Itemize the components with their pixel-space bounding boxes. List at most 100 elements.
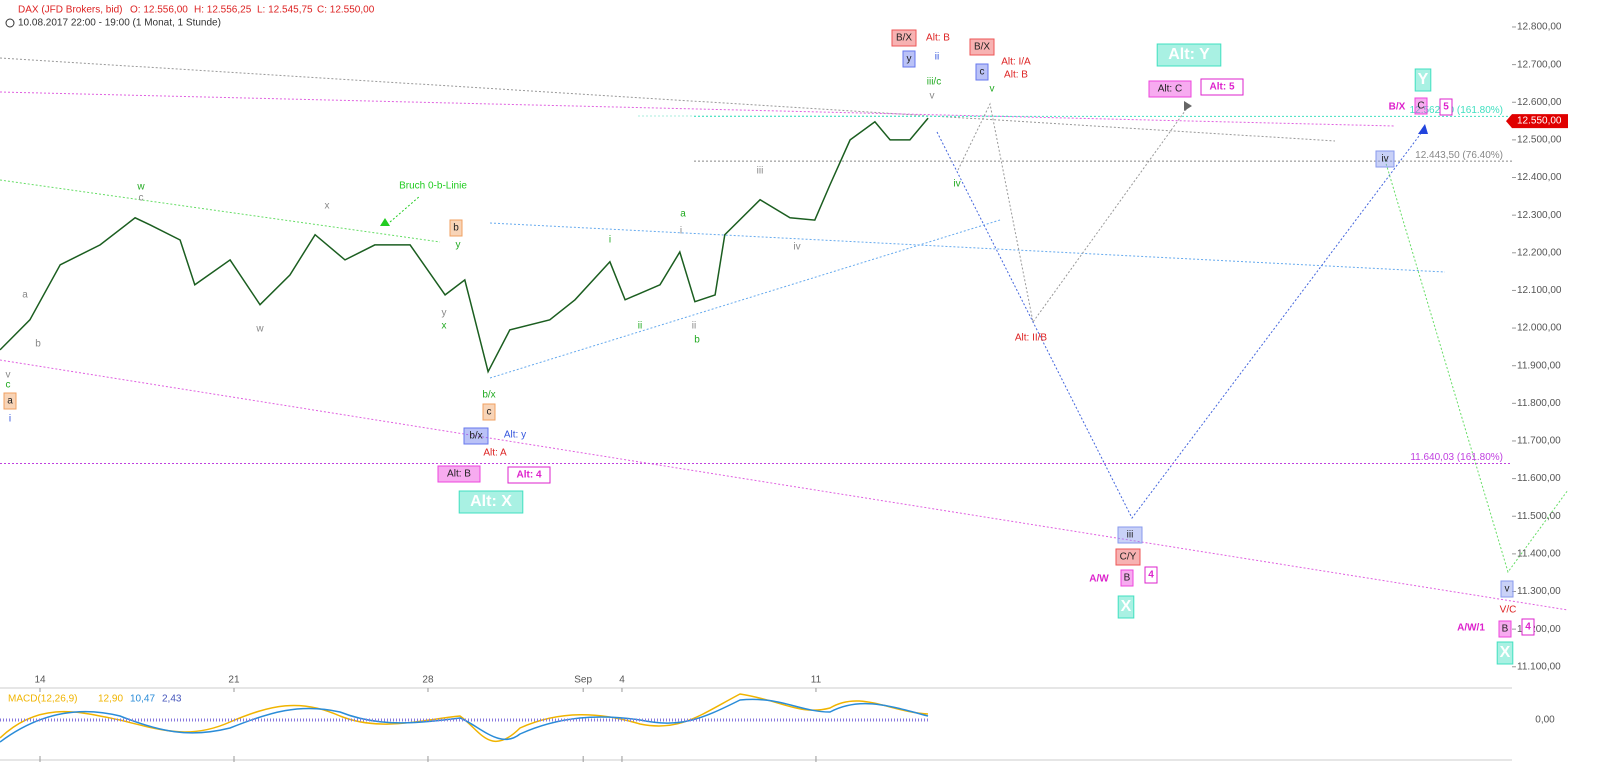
annotation: i	[680, 226, 682, 237]
annotation: c	[980, 67, 985, 78]
annotation: iv	[1381, 154, 1388, 165]
macd-signal	[0, 698, 929, 743]
annotation: iv	[793, 242, 800, 253]
x-tick-label: 11	[811, 675, 822, 686]
arrow-head	[1184, 101, 1192, 111]
arrow-head	[1418, 124, 1428, 134]
annotation: a	[7, 396, 13, 407]
ohlc-value: L: 12.545,75	[257, 5, 313, 16]
annotation: X	[1121, 598, 1132, 615]
annotation-box	[1156, 43, 1222, 67]
annotation: Alt: B	[447, 469, 471, 480]
annotation-box	[1375, 150, 1395, 168]
annotation: b/x	[482, 390, 495, 401]
trend-line	[489, 222, 1446, 273]
annotation: B	[1502, 624, 1509, 635]
annotation-box	[1500, 580, 1514, 598]
clock-icon	[5, 18, 15, 28]
annotation: v	[1505, 584, 1510, 595]
y-tick-label: 11.500,00	[1517, 511, 1561, 522]
annotation: i	[609, 235, 611, 246]
ohlc-value: O: 12.556,00	[130, 5, 188, 16]
annotation-box	[902, 50, 916, 68]
macd-zero-label: 0,00	[1535, 715, 1555, 726]
annotation: x	[442, 321, 447, 332]
annotation: ii	[692, 321, 696, 332]
annotation: A/W/1	[1457, 623, 1485, 634]
y-tick-label: 12.700,00	[1517, 59, 1562, 70]
annotation-box	[463, 427, 489, 445]
annotation: a	[680, 209, 686, 220]
annotation: b	[453, 223, 459, 234]
y-tick-label: 11.800,00	[1517, 398, 1561, 409]
annotation-box	[1496, 641, 1514, 665]
annotation: Alt: A	[483, 448, 507, 459]
x-tick-label: 28	[422, 675, 434, 686]
y-tick-label: 11.100,00	[1517, 661, 1561, 672]
annotation: Alt: X	[470, 493, 512, 510]
y-tick-label: 11.900,00	[1517, 360, 1561, 371]
price-tag	[1506, 114, 1568, 129]
annotation: b	[694, 335, 700, 346]
x-tick-label: 14	[34, 675, 46, 686]
trend-line	[0, 57, 1336, 142]
annotation: X	[1500, 644, 1511, 661]
annotation-box	[1439, 98, 1453, 116]
annotation: 4	[1525, 622, 1531, 633]
x-tick-label: 21	[228, 675, 240, 686]
annotation: 4	[1148, 570, 1154, 581]
trend-line	[0, 91, 1396, 127]
annotation: y	[456, 240, 461, 251]
annotation: v	[930, 91, 935, 102]
annotation: y	[442, 308, 447, 319]
y-tick-label: 12.200,00	[1517, 247, 1562, 258]
annotation: C/Y	[1120, 552, 1137, 563]
y-tick-label: 12.000,00	[1517, 323, 1562, 334]
annotation: ii	[638, 321, 642, 332]
annotation-box	[1117, 526, 1143, 544]
level-label: 12.562,50 (161.80%)	[1410, 105, 1503, 116]
annotation: v	[6, 370, 11, 381]
annotation: iii	[757, 166, 764, 177]
annotation: ii	[935, 52, 939, 63]
y-tick-label: 12.600,00	[1517, 97, 1562, 108]
annotation-box	[969, 38, 995, 56]
annotation: b/x	[469, 431, 482, 442]
annotation-box	[1115, 548, 1141, 566]
annotation: B/X	[896, 33, 912, 44]
annotation: B/X	[1389, 102, 1406, 113]
y-tick-label: 12.800,00	[1517, 22, 1562, 33]
annotation: Alt: II/B	[1015, 333, 1048, 344]
annotation: iii/c	[927, 77, 941, 88]
annotation: c	[139, 193, 144, 204]
annotation: v	[990, 84, 995, 95]
macd-label: MACD(12,26,9)	[8, 694, 77, 705]
chart-title: DAX (JFD Brokers, bid)	[18, 5, 122, 16]
annotation: B/X	[974, 42, 990, 53]
level-label: 12.443,50 (76.40%)	[1415, 150, 1503, 161]
annotation: Alt: I/A	[1001, 57, 1031, 68]
macd-value: 2,43	[162, 694, 182, 705]
annotation-box	[975, 63, 989, 81]
annotation: x	[325, 201, 330, 212]
annotation: Alt: 5	[1210, 82, 1235, 93]
annotation-box	[1144, 566, 1158, 584]
projection	[1384, 159, 1569, 574]
annotation: Alt: y	[504, 430, 526, 441]
annotation-box	[1414, 68, 1432, 92]
trend-line	[0, 359, 1569, 611]
macd-value: 10,47	[130, 694, 155, 705]
annotation-box	[1120, 569, 1134, 587]
annotation-box	[891, 29, 917, 47]
annotation-box	[3, 392, 17, 410]
price-tag-label: 12.550,00	[1517, 116, 1562, 127]
y-tick-label: 12.400,00	[1517, 172, 1562, 183]
x-tick-label: Sep	[574, 675, 592, 686]
projection	[936, 127, 1426, 519]
macd-value: 12,90	[98, 694, 123, 705]
y-tick-label: 12.500,00	[1517, 135, 1562, 146]
annotation: i	[9, 414, 11, 425]
annotation-box	[1414, 97, 1428, 115]
annotation: c	[487, 407, 492, 418]
